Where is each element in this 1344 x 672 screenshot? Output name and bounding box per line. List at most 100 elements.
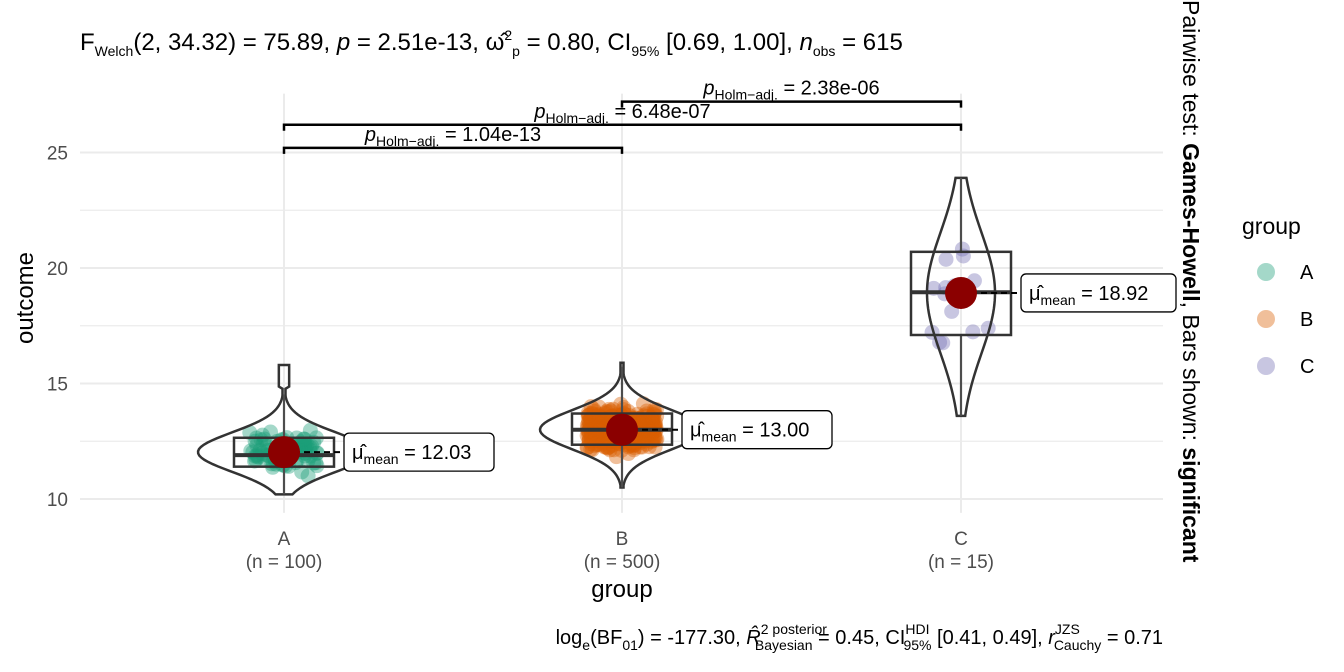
data-point: [299, 437, 315, 453]
data-point: [613, 396, 629, 412]
comparison-bar: [282, 146, 624, 154]
data-point: [616, 400, 632, 416]
data-point: [633, 434, 649, 450]
data-point: [589, 432, 605, 448]
mean-point: [606, 413, 638, 446]
data-point: [636, 408, 652, 424]
data-point: [588, 429, 604, 445]
data-point: [584, 431, 600, 447]
data-point: [637, 430, 653, 446]
data-point: [300, 453, 316, 469]
data-point: [938, 251, 954, 267]
data-point: [581, 414, 597, 430]
legend-label: B: [1300, 309, 1313, 331]
data-point: [581, 407, 597, 423]
data-point: [606, 442, 622, 458]
data-point: [591, 413, 607, 429]
data-point: [597, 439, 613, 455]
legend: group A B C: [1242, 213, 1314, 378]
data-point: [585, 430, 601, 446]
data-point: [586, 403, 602, 419]
data-point: [636, 429, 652, 445]
data-point: [643, 412, 659, 428]
data-point: [647, 414, 663, 430]
data-point: [595, 429, 611, 445]
data-point: [296, 431, 312, 447]
side-caption: Pairwise test: Games-Howell, Bars shown:…: [1178, 0, 1204, 563]
data-point: [255, 435, 271, 451]
x-tick-label: B: [616, 529, 629, 550]
data-point: [637, 414, 653, 430]
data-point: [594, 415, 610, 431]
data-point: [242, 425, 258, 441]
data-point: [636, 428, 652, 444]
axes: 10 15 20 25 A(n = 100) B(n = 500) C(n = 15): [47, 144, 994, 574]
data-point: [634, 415, 650, 431]
comparison-label: pHolm−adj. = 6.48e-07: [533, 101, 710, 126]
y-axis-title: outcome: [12, 252, 39, 344]
mean-labels: μ̂mean = 12.03μ̂mean = 13.00μ̂mean = 18.…: [343, 273, 1177, 472]
data-point: [639, 416, 655, 432]
data-point: [634, 427, 650, 443]
data-point: [581, 407, 597, 423]
data-point: [587, 413, 603, 429]
data-point: [595, 435, 611, 451]
data-point: [296, 438, 312, 454]
data-point: [594, 413, 610, 429]
data-point: [626, 442, 642, 458]
data-point: [594, 432, 610, 448]
data-point: [583, 427, 599, 443]
data-point: [592, 428, 608, 444]
data-point: [980, 320, 996, 336]
data-point: [637, 415, 653, 431]
data-point: [591, 414, 607, 430]
data-point: [300, 468, 316, 484]
mean-label-box: [1020, 273, 1177, 313]
data-point: [954, 241, 970, 257]
data-point: [645, 411, 661, 427]
comparison-bar: [620, 100, 963, 108]
data-point: [634, 415, 650, 431]
comparison-label: pHolm−adj. = 2.38e-06: [702, 78, 879, 103]
legend-key-c: [1257, 357, 1275, 375]
comparison-bar: [282, 123, 963, 131]
data-point: [598, 404, 614, 420]
data-point: [637, 428, 653, 444]
data-point: [589, 415, 605, 431]
data-point: [584, 412, 600, 428]
data-point: [649, 431, 665, 447]
legend-title: group: [1242, 213, 1301, 239]
data-point: [645, 412, 661, 428]
data-point: [591, 399, 607, 415]
data-point: [644, 412, 660, 428]
mean-point: [268, 436, 300, 469]
data-point: [640, 413, 656, 429]
data-point: [635, 415, 651, 431]
data-point: [646, 404, 662, 420]
data-point: [583, 430, 599, 446]
x-tick-label: A: [278, 529, 291, 550]
x-count-label: (n = 500): [584, 552, 661, 573]
data-point: [590, 408, 606, 424]
comparison-label: pHolm−adj. = 1.04e-13: [364, 124, 541, 149]
data-point: [643, 413, 659, 429]
data-point: [588, 415, 604, 431]
data-point: [644, 416, 660, 432]
data-point: [601, 404, 617, 420]
data-point: [640, 429, 656, 445]
mean-label-text: μ̂mean = 12.03: [352, 442, 471, 467]
violin-b: [538, 361, 706, 489]
data-point: [646, 407, 662, 423]
data-point: [304, 438, 320, 454]
data-point: [965, 324, 981, 340]
data-point: [584, 431, 600, 447]
data-point: [581, 413, 597, 429]
chart-subtitle: loge(BF01) = -177.30, R̂2 posterior Bayes…: [556, 621, 1163, 653]
data-point: [583, 411, 599, 427]
data-point: [247, 453, 263, 469]
mean-point: [945, 276, 977, 309]
x-axis-title: group: [591, 576, 652, 603]
data-point: [582, 411, 598, 427]
data-point: [585, 416, 601, 432]
legend-label: A: [1300, 262, 1314, 284]
